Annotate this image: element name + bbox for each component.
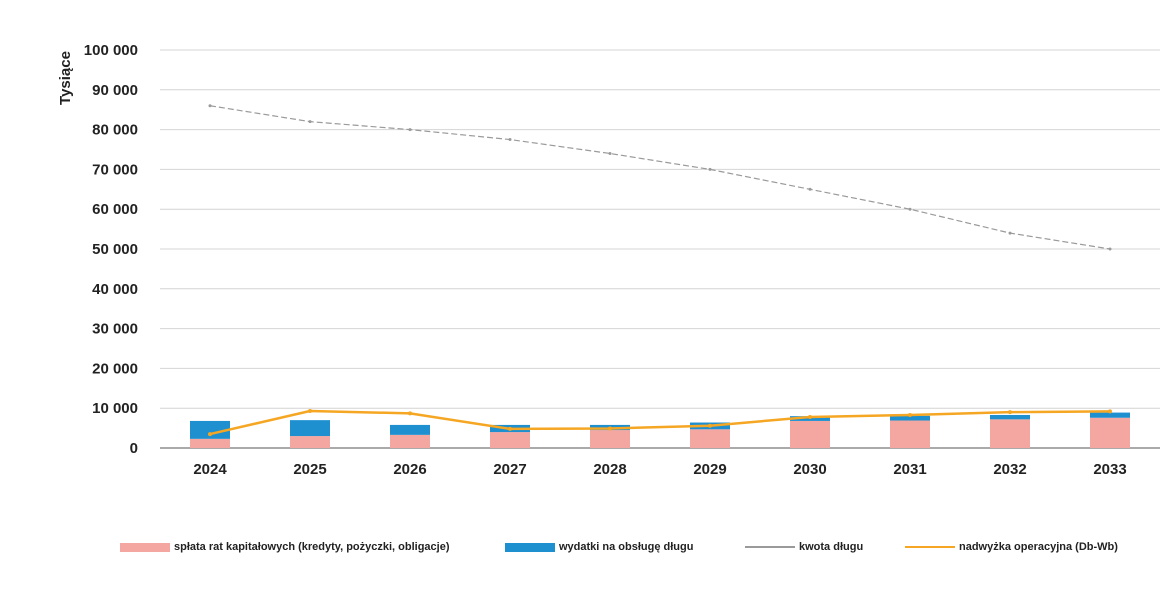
x-tick-label: 2025	[293, 461, 326, 478]
y-tick-label: 100 000	[84, 42, 138, 59]
y-tick-label: 60 000	[92, 201, 138, 218]
x-tick-labels: 2024 2025 2026 2027 2028 2029 2030 2031 2032 2033	[193, 461, 1126, 478]
lines	[208, 104, 1112, 437]
y-tick-label: 90 000	[92, 82, 138, 99]
point-debt-amount	[908, 207, 912, 211]
legend-swatch-debt-service	[505, 542, 555, 552]
point-operating-surplus	[608, 426, 612, 431]
x-tick-label: 2026	[393, 461, 426, 478]
point-operating-surplus	[508, 426, 512, 431]
gridlines	[160, 49, 1160, 409]
y-tick-labels: 0 10 000 20 000 30 000 40 000 50 000 60 000 70 …	[84, 42, 138, 457]
bar-principal-repayment	[1090, 417, 1130, 448]
y-tick-label: 70 000	[92, 161, 138, 178]
point-operating-surplus	[908, 412, 912, 417]
point-operating-surplus	[708, 423, 712, 428]
bar-debt-service	[290, 420, 330, 437]
x-tick-label: 2028	[593, 461, 626, 478]
line-debt-amount	[209, 105, 1111, 250]
x-tick-label: 2029	[693, 461, 726, 478]
bar-principal-repayment	[790, 420, 830, 448]
point-debt-amount	[308, 120, 312, 124]
bar-principal-repayment	[990, 419, 1030, 448]
point-debt-amount	[208, 104, 212, 108]
legend-item-principal: spłata rat kapitałowych (kredyty, pożycz…	[120, 535, 450, 559]
legend-label-debt-amount: kwota długu	[799, 541, 864, 553]
x-tick-label: 2027	[493, 461, 526, 478]
bar-debt-service	[1090, 412, 1130, 418]
bar-debt-service	[190, 420, 230, 439]
point-debt-amount	[708, 167, 712, 171]
legend-item-operating-surplus: nadwyżka operacyjna (Db-Wb)	[905, 535, 1118, 559]
x-tick-label: 2030	[793, 461, 826, 478]
bar-debt-service	[390, 424, 430, 435]
point-debt-amount	[508, 138, 512, 142]
bar-principal-repayment	[190, 438, 230, 448]
y-tick-label: 50 000	[92, 241, 138, 258]
x-tick-label: 2033	[1093, 461, 1126, 478]
x-tick-label: 2024	[193, 461, 227, 478]
legend-item-debt-amount: kwota długu	[745, 535, 863, 559]
y-axis-title: Tysiące	[57, 51, 74, 105]
point-operating-surplus	[308, 408, 312, 413]
legend-swatch-debt-amount	[745, 546, 795, 548]
legend-label-debt-service: wydatki na obsługę długu	[559, 541, 694, 553]
x-tick-label: 2032	[993, 461, 1026, 478]
point-operating-surplus	[1108, 409, 1112, 414]
legend-swatch-operating-surplus	[905, 546, 955, 548]
legend: spłata rat kapitałowych (kredyty, pożycz…	[0, 535, 1161, 559]
y-tick-label: 40 000	[92, 281, 138, 298]
bar-principal-repayment	[690, 429, 730, 448]
y-tick-label: 0	[130, 440, 138, 457]
point-operating-surplus	[1008, 410, 1012, 415]
y-tick-label: 10 000	[92, 400, 138, 417]
point-debt-amount	[808, 187, 812, 191]
bar-principal-repayment	[290, 436, 330, 448]
legend-swatch-principal	[120, 542, 170, 552]
x-tick-label: 2031	[893, 461, 926, 478]
bar-principal-repayment	[890, 420, 930, 448]
line-operating-surplus	[209, 409, 1111, 436]
legend-label-operating-surplus: nadwyżka operacyjna (Db-Wb)	[959, 541, 1118, 553]
y-tick-label: 30 000	[92, 321, 138, 338]
bar-principal-repayment	[390, 434, 430, 448]
bars	[190, 412, 1130, 448]
y-tick-label: 20 000	[92, 360, 138, 377]
bar-debt-service	[890, 415, 930, 421]
legend-label-principal: spłata rat kapitałowych (kredyty, pożycz…	[174, 541, 450, 553]
legend-item-debt-service: wydatki na obsługę długu	[505, 535, 693, 559]
point-debt-amount	[608, 151, 612, 155]
point-operating-surplus	[408, 411, 412, 416]
point-operating-surplus	[808, 414, 812, 419]
y-tick-label: 80 000	[92, 122, 138, 139]
point-debt-amount	[1108, 247, 1112, 251]
bar-debt-service	[990, 414, 1030, 420]
point-debt-amount	[408, 128, 412, 132]
bar-principal-repayment	[490, 432, 530, 448]
point-operating-surplus	[208, 432, 212, 437]
point-debt-amount	[1008, 231, 1012, 235]
bar-principal-repayment	[590, 430, 630, 448]
